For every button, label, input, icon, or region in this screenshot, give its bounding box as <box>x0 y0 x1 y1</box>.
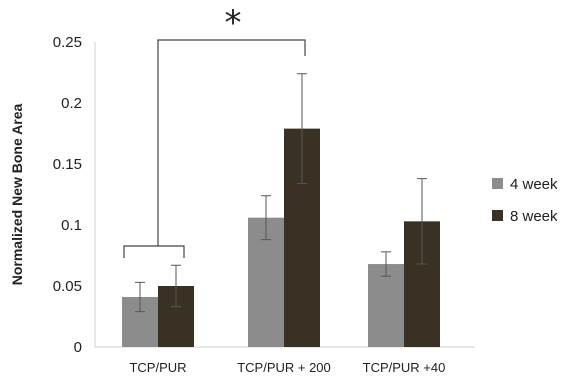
category-label: TCP/PUR +40 <box>363 360 446 375</box>
bracket-group-1 <box>123 245 185 258</box>
error-bars <box>135 73 427 313</box>
legend-swatch <box>492 210 503 221</box>
significance-bracket: * <box>123 3 306 258</box>
legend-label: 8 week <box>510 208 558 225</box>
error-bar <box>171 264 181 308</box>
y-tick-label: 0.2 <box>61 95 82 112</box>
significance-star: * <box>225 3 242 43</box>
legend-item: 4 week <box>492 176 558 193</box>
y-tick-labels: 0 0.05 0.1 0.15 0.2 0.25 <box>53 34 82 356</box>
y-tick-label: 0.1 <box>61 217 82 234</box>
category-labels: TCP/PUR TCP/PUR + 200 TCP/PUR +40 <box>129 360 445 375</box>
error-bar <box>417 178 427 265</box>
y-tick-label: 0.25 <box>53 34 82 51</box>
bar-4-week <box>368 264 404 347</box>
bracket-line <box>157 39 306 246</box>
error-bar <box>297 73 307 185</box>
error-bar <box>261 195 271 241</box>
legend-label: 4 week <box>510 176 558 193</box>
y-axis-label: Normalized New Bone Area <box>9 104 25 286</box>
legend: 4 week 8 week <box>492 176 558 225</box>
legend-swatch <box>492 178 503 189</box>
legend-item: 8 week <box>492 208 558 225</box>
bars <box>122 128 440 347</box>
y-tick-label: 0 <box>74 339 82 356</box>
y-tick-label: 0.15 <box>53 156 82 173</box>
y-tick-label: 0.05 <box>53 278 82 295</box>
category-label: TCP/PUR + 200 <box>237 360 331 375</box>
error-bar <box>381 251 391 277</box>
category-label: TCP/PUR <box>129 360 186 375</box>
error-bar <box>135 281 145 313</box>
